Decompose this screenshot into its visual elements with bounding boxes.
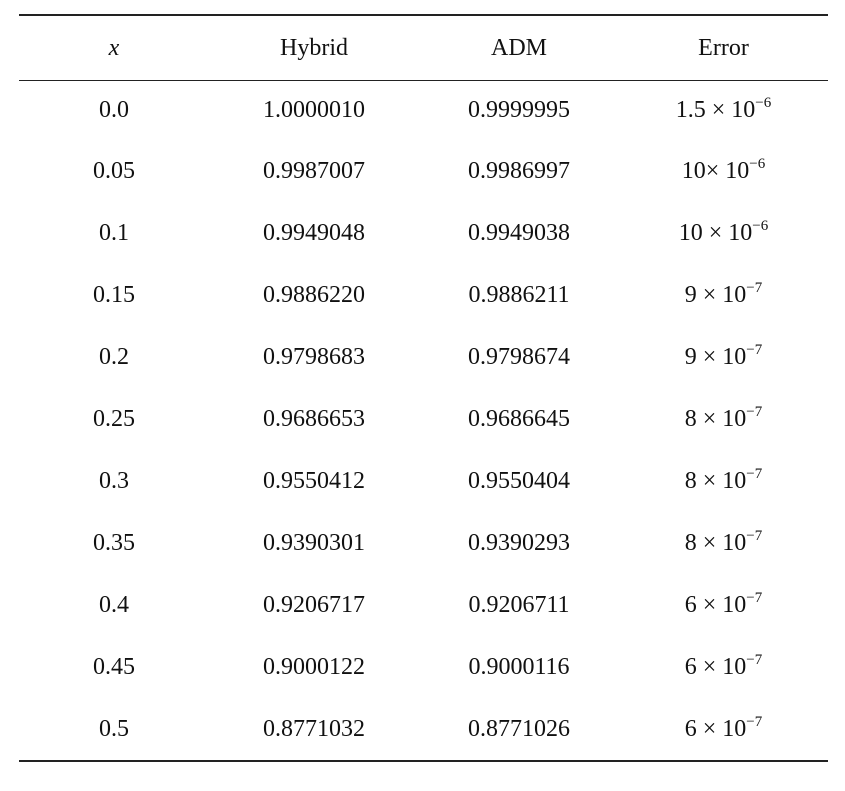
error-exponent: −7 xyxy=(746,528,763,544)
cell-x: 0.5 xyxy=(99,715,129,742)
table-body: 0.0 1.0000010 0.9999995 1.5 × 10−6 0.05 0.998… xyxy=(19,81,828,761)
cell-error: 10 × 10−6 xyxy=(619,203,828,265)
error-base: 9 × 10 xyxy=(684,344,747,370)
table-row: 0.25 0.9686653 0.9686645 8 × 10−7 xyxy=(19,389,828,451)
cell-hybrid: 0.9000122 xyxy=(263,654,365,680)
cell-adm: 0.9206711 xyxy=(468,592,570,618)
error-exponent: −6 xyxy=(755,95,772,112)
cell-x: 0.2 xyxy=(99,344,129,370)
header-error: Error xyxy=(698,34,749,61)
error-exponent: −7 xyxy=(746,342,763,358)
cell-x: 0.05 xyxy=(93,158,135,184)
error-exponent: −6 xyxy=(752,218,769,234)
cell-adm: 0.9986997 xyxy=(468,158,570,184)
cell-hybrid: 0.9886220 xyxy=(263,282,365,308)
cell-adm: 0.9886211 xyxy=(468,282,570,308)
cell-x: 0.45 xyxy=(93,654,135,680)
cell-adm: 0.9686645 xyxy=(468,406,570,432)
cell-hybrid: 0.9987007 xyxy=(263,158,365,184)
cell-error: 10× 10−6 xyxy=(619,141,828,203)
cell-x: 0.4 xyxy=(99,592,129,618)
table-row: 0.4 0.9206717 0.9206711 6 × 10−7 xyxy=(19,575,828,637)
cell-error: 6 × 10−7 xyxy=(619,637,828,699)
table-row: 0.05 0.9987007 0.9986997 10× 10−6 xyxy=(19,141,828,203)
error-base: 8 × 10 xyxy=(684,406,747,432)
error-base: 10 × 10 xyxy=(678,220,753,246)
error-base: 8 × 10 xyxy=(684,468,747,494)
error-base: 9 × 10 xyxy=(684,282,747,308)
header-row: x Hybrid ADM Error xyxy=(19,15,828,81)
cell-adm: 0.8771026 xyxy=(468,715,570,742)
cell-error: 8 × 10−7 xyxy=(619,513,828,575)
cell-hybrid: 0.9686653 xyxy=(263,406,365,432)
cell-x: 0.25 xyxy=(93,406,135,432)
cell-error: 1.5 × 10−6 xyxy=(619,81,828,141)
error-base: 10× 10 xyxy=(681,158,750,184)
cell-error: 9 × 10−7 xyxy=(619,327,828,389)
table-row: 0.2 0.9798683 0.9798674 9 × 10−7 xyxy=(19,327,828,389)
error-exponent: −7 xyxy=(746,466,763,482)
cell-hybrid: 0.9550412 xyxy=(263,468,365,494)
cell-hybrid: 0.9798683 xyxy=(263,344,365,370)
error-base: 1.5 × 10 xyxy=(675,97,756,124)
error-exponent: −7 xyxy=(746,590,763,606)
cell-adm: 0.9000116 xyxy=(468,654,570,680)
table-row: 0.15 0.9886220 0.9886211 9 × 10−7 xyxy=(19,265,828,327)
cell-error: 8 × 10−7 xyxy=(619,389,828,451)
cell-adm: 0.9798674 xyxy=(468,344,570,370)
error-base: 6 × 10 xyxy=(684,592,747,618)
table-row: 0.1 0.9949048 0.9949038 10 × 10−6 xyxy=(19,203,828,265)
cell-x: 0.0 xyxy=(99,97,129,124)
header-hybrid: Hybrid xyxy=(280,34,348,61)
cell-hybrid: 0.9390301 xyxy=(263,530,365,556)
error-exponent: −7 xyxy=(746,713,763,730)
table-row: 0.35 0.9390301 0.9390293 8 × 10−7 xyxy=(19,513,828,575)
cell-adm: 0.9949038 xyxy=(468,220,570,246)
results-table-container: x Hybrid ADM Error 0.0 1.0000010 0.9999995… xyxy=(19,14,828,762)
error-exponent: −7 xyxy=(746,652,763,668)
cell-adm: 0.9390293 xyxy=(468,530,570,556)
error-exponent: −6 xyxy=(749,156,766,172)
header-x: x xyxy=(108,34,120,61)
cell-x: 0.1 xyxy=(99,220,129,246)
table-row: 0.5 0.8771032 0.8771026 6 × 10−7 xyxy=(19,699,828,761)
cell-hybrid: 0.9949048 xyxy=(263,220,365,246)
header-adm: ADM xyxy=(490,34,547,61)
table-row: 0.3 0.9550412 0.9550404 8 × 10−7 xyxy=(19,451,828,513)
cell-hybrid: 1.0000010 xyxy=(263,97,365,124)
cell-error: 8 × 10−7 xyxy=(619,451,828,513)
cell-error: 9 × 10−7 xyxy=(619,265,828,327)
cell-x: 0.15 xyxy=(93,282,135,308)
cell-adm: 0.9999995 xyxy=(468,97,570,124)
error-base: 6 × 10 xyxy=(684,654,747,680)
cell-error: 6 × 10−7 xyxy=(619,575,828,637)
error-base: 8 × 10 xyxy=(684,530,747,556)
error-exponent: −7 xyxy=(746,280,763,296)
table-header: x Hybrid ADM Error xyxy=(19,15,828,81)
cell-error: 6 × 10−7 xyxy=(619,699,828,761)
cell-x: 0.3 xyxy=(99,468,129,494)
error-exponent: −7 xyxy=(746,404,763,420)
results-table: x Hybrid ADM Error 0.0 1.0000010 0.9999995… xyxy=(19,14,828,762)
table-row: 0.45 0.9000122 0.9000116 6 × 10−7 xyxy=(19,637,828,699)
error-base: 6 × 10 xyxy=(684,715,747,742)
cell-adm: 0.9550404 xyxy=(468,468,570,494)
table-row: 0.0 1.0000010 0.9999995 1.5 × 10−6 xyxy=(19,81,828,141)
cell-hybrid: 0.8771032 xyxy=(263,715,365,742)
cell-x: 0.35 xyxy=(93,530,135,556)
cell-hybrid: 0.9206717 xyxy=(263,592,365,618)
